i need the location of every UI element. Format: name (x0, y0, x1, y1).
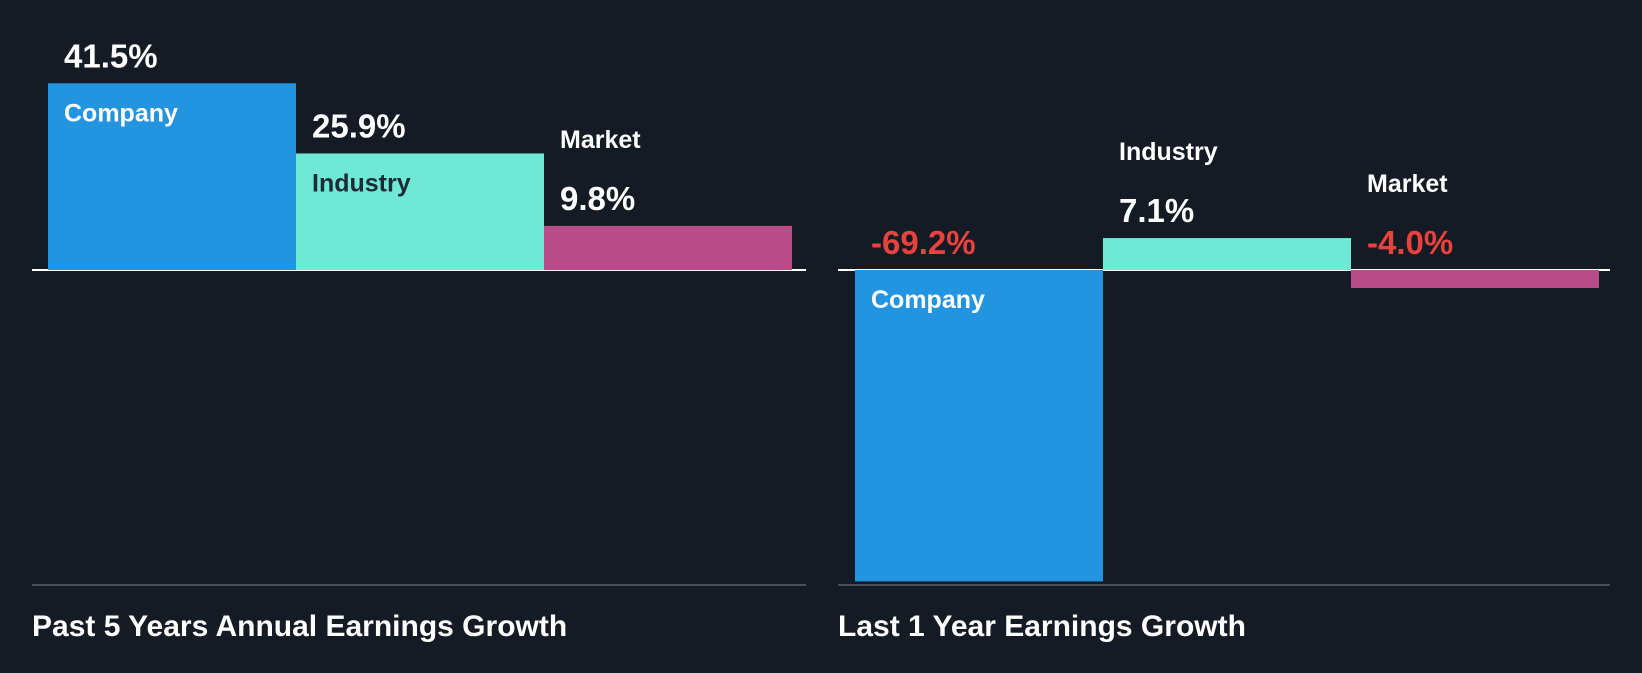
value-label-market: -4.0% (1367, 224, 1453, 261)
category-label-company: Company (871, 286, 985, 314)
bar-market (544, 225, 792, 270)
category-label-market: Market (1367, 170, 1448, 198)
value-label-industry: 25.9% (312, 107, 406, 144)
bar-company (48, 83, 296, 270)
value-label-company: 41.5% (64, 37, 158, 74)
bar-industry (1103, 238, 1351, 270)
chart-title: Past 5 Years Annual Earnings Growth (32, 610, 567, 643)
bar-company (855, 270, 1103, 582)
value-label-company: -69.2% (871, 224, 976, 261)
panel-past-5-years: Past 5 Years Annual Earnings Growth Comp… (32, 37, 806, 643)
category-label-industry: Industry (312, 169, 411, 197)
category-label-market: Market (560, 126, 641, 154)
bar-industry (296, 153, 544, 270)
category-label-company: Company (64, 99, 178, 127)
panel-last-1-year: Last 1 Year Earnings Growth Company -69.2… (838, 138, 1610, 643)
value-label-market: 9.8% (560, 180, 635, 217)
chart-title: Last 1 Year Earnings Growth (838, 610, 1246, 643)
value-label-industry: 7.1% (1119, 192, 1194, 229)
category-label-industry: Industry (1119, 138, 1218, 166)
bar-market (1351, 270, 1599, 288)
